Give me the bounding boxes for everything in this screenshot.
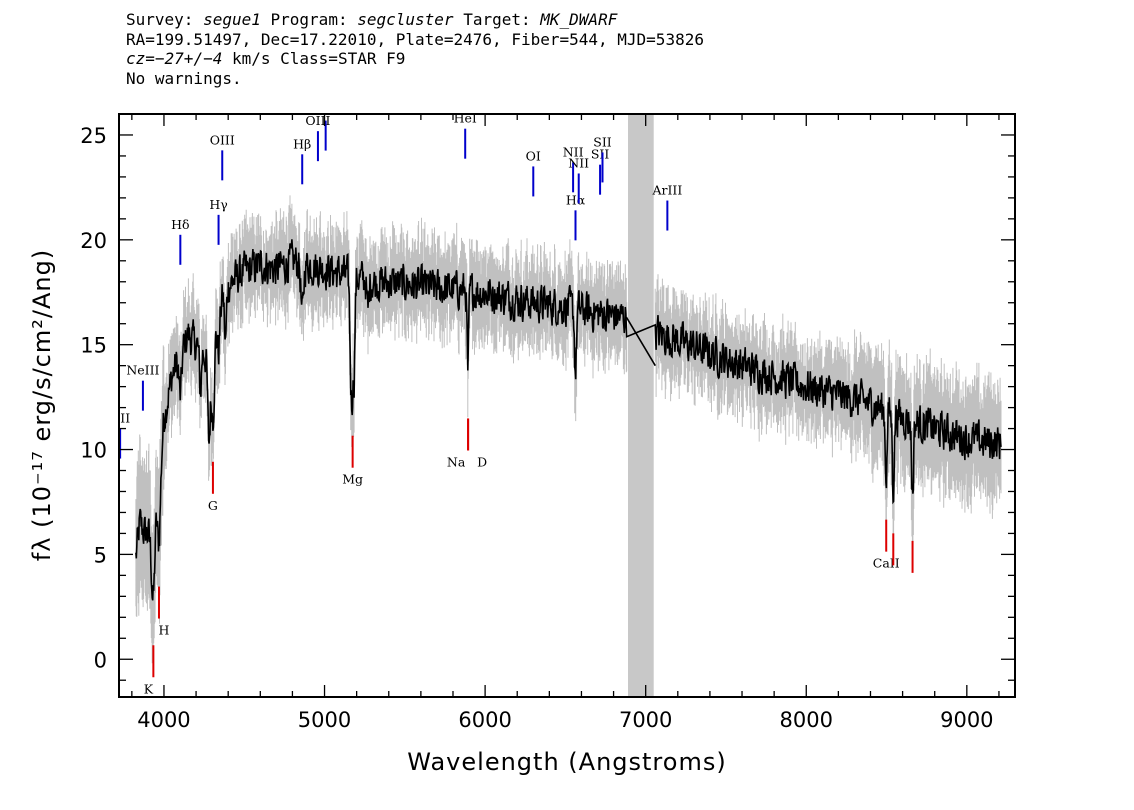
flux-line-layer <box>135 239 1002 601</box>
emission-line-label: Hγ <box>209 197 227 212</box>
emission-line-label: ArIII <box>651 183 682 198</box>
y-tick-label: 0 <box>94 648 107 672</box>
absorption-line-label: H <box>159 623 170 638</box>
emission-line-label: OIII <box>313 103 338 118</box>
target-value: MK_DWARF <box>540 10 618 29</box>
emission-line-label: SII <box>593 134 612 149</box>
cz-unit-class: km/s Class=STAR F9 <box>222 49 406 68</box>
x-tick-label: 9000 <box>940 708 993 732</box>
survey-label: Survey: <box>126 10 194 29</box>
program-value: segcluster <box>357 10 454 29</box>
y-tick-label: 10 <box>80 439 107 463</box>
x-tick-label: 8000 <box>780 708 833 732</box>
emission-line-label: OI <box>526 148 541 163</box>
cz-label: cz= <box>126 49 155 68</box>
plot-frame <box>118 113 1016 698</box>
masked-region <box>628 114 654 697</box>
emission-line-label: NII <box>563 144 584 159</box>
y-tick-label: 25 <box>80 124 107 148</box>
cz-value: −27+/−4 <box>154 49 223 68</box>
y-tick-label: 20 <box>80 229 107 253</box>
emission-line-label: OII <box>110 411 130 426</box>
plot-border <box>118 113 1016 698</box>
flux-gap-bridge <box>625 316 657 367</box>
emission-line-label: SII <box>591 147 610 162</box>
absorption-line-label: CaII <box>873 556 900 571</box>
header-line-coordinates: RA=199.51497, Dec=17.22010, Plate=2476, … <box>126 29 704 49</box>
x-tick-label: 4000 <box>137 708 190 732</box>
x-tick-label: 5000 <box>298 708 351 732</box>
emission-line-label: Hβ <box>293 136 311 151</box>
emission-line-label: OIII <box>210 132 235 147</box>
header-line-warnings: No warnings. <box>126 68 242 88</box>
absorption-line-label: Na <box>447 454 466 469</box>
header-line-redshift: cz=−27+/−4 km/s Class=STAR F9 <box>126 49 704 69</box>
emission-line-label: NeIII <box>126 363 159 378</box>
spectrum-header: Survey: segue1 Program: segcluster Targe… <box>126 10 704 88</box>
absorption-line-label: D <box>477 454 487 469</box>
y-tick-label: 5 <box>94 543 107 567</box>
flux-line <box>135 239 1002 601</box>
emission-line-label: HeI <box>454 111 477 126</box>
absorption-line-label: Mg <box>342 472 363 487</box>
x-axis-title: Wavelength (Angstroms) <box>407 748 726 776</box>
emission-line-label: Hδ <box>171 217 189 232</box>
emission-line-label: NII <box>568 155 589 170</box>
emission-line-label: Hα <box>566 192 586 207</box>
header-line-survey: Survey: segue1 Program: segcluster Targe… <box>126 10 704 30</box>
axis-ticks: 4000 5000 6000 7000 8000 9000 0 5 10 15 20 25 <box>80 114 1015 732</box>
survey-value: segue1 <box>203 10 261 29</box>
absorption-line-label: G <box>208 498 218 513</box>
absorption-line-label: K <box>144 681 154 696</box>
x-tick-label: 6000 <box>458 708 511 732</box>
y-axis-title: fλ (10⁻¹⁷ erg/s/cm²/Ang) <box>28 249 56 561</box>
y-tick-label: 15 <box>80 334 107 358</box>
masked-region-layer <box>628 114 654 697</box>
x-tick-label: 7000 <box>619 708 672 732</box>
target-label: Target: <box>463 10 531 29</box>
program-label: Program: <box>270 10 348 29</box>
